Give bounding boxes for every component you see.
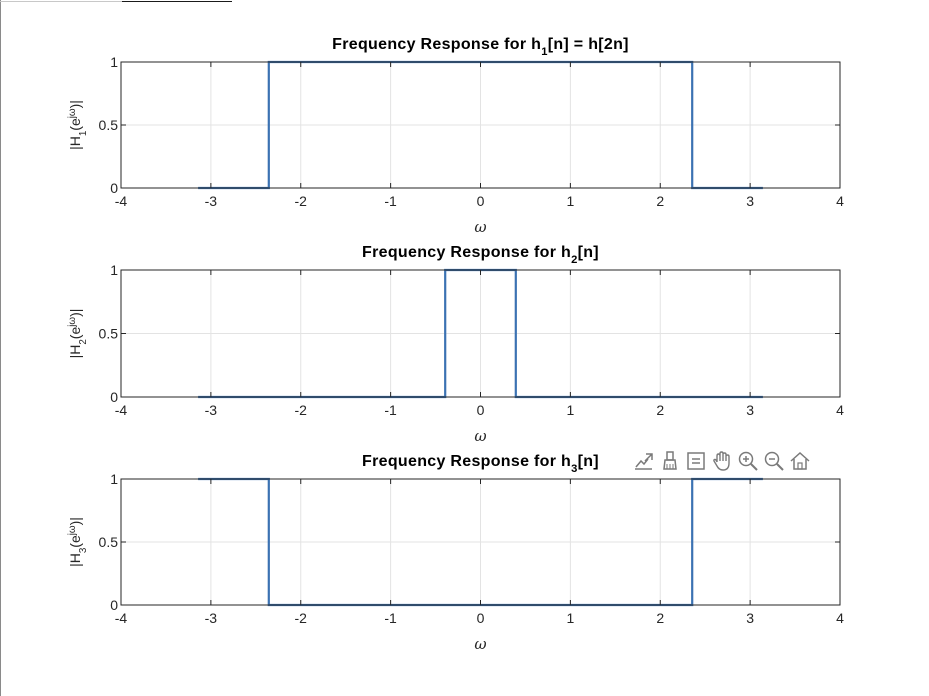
export-icon [635,453,653,470]
x-tick-label: -3 [205,610,218,626]
datatip-icon [687,452,705,470]
y-tick-label: 0.5 [99,534,119,550]
x-tick-label: -1 [384,610,397,626]
home-icon [790,451,810,470]
zoom-in-button[interactable] [736,448,760,474]
figure-top-tab [0,0,232,3]
y-axis-label: |H3​(ejω)| [67,517,89,567]
x-tick-label: -4 [115,402,128,418]
x-tick-label: 2 [656,402,664,418]
x-tick-label: 1 [566,193,574,209]
x-axis-label: ω [474,218,486,236]
x-tick-label: 3 [746,193,754,209]
x-tick-label: -3 [205,193,218,209]
x-tick-label: 4 [836,610,844,626]
zoom-out-button[interactable] [762,448,786,474]
datatip-button[interactable] [684,448,708,474]
x-tick-label: 1 [566,402,574,418]
y-tick-label: 1 [110,54,118,70]
x-tick-label: 4 [836,402,844,418]
pan-icon [713,451,730,471]
y-tick-label: 0 [110,597,118,613]
x-tick-label: -2 [295,610,308,626]
x-tick-label: -1 [384,402,397,418]
pan-button[interactable] [710,448,734,474]
y-tick-label: 1 [110,262,118,278]
y-axis-label: |H2​(ejω)| [67,309,89,359]
x-tick-label: -4 [115,610,128,626]
x-tick-label: 2 [656,193,664,209]
x-tick-label: -4 [115,193,128,209]
y-tick-label: 1 [110,471,118,487]
brush-icon [663,451,677,470]
x-tick-label: -2 [295,193,308,209]
y-tick-label: 0.5 [99,117,119,133]
x-tick-label: -3 [205,402,218,418]
x-tick-label: 0 [477,193,485,209]
home-button[interactable] [788,448,812,474]
zoom-in-icon [738,451,758,471]
x-tick-label: 3 [746,402,754,418]
x-tick-label: 0 [477,610,485,626]
chart-title: Frequency Response for h1​[n] = h[2n] [332,36,629,58]
chart-title: Frequency Response for h3​[n] [362,453,599,475]
axes-toolbar [632,447,812,475]
y-tick-label: 0.5 [99,326,119,342]
brush-button[interactable] [658,448,682,474]
chart-title: Frequency Response for h2​[n] [362,244,599,266]
x-axis-label: ω [474,635,486,653]
y-tick-label: 0 [110,389,118,405]
x-tick-label: 4 [836,193,844,209]
x-tick-label: 3 [746,610,754,626]
zoom-out-icon [764,451,784,471]
x-axis-label: ω [474,427,486,445]
x-tick-label: 1 [566,610,574,626]
y-axis-label: |H1​(ejω)| [67,100,89,150]
x-tick-label: -1 [384,193,397,209]
window-left-border [0,0,1,696]
export-button[interactable] [632,448,656,474]
x-tick-label: 0 [477,402,485,418]
x-tick-label: 2 [656,610,664,626]
x-tick-label: -2 [295,402,308,418]
y-tick-label: 0 [110,180,118,196]
